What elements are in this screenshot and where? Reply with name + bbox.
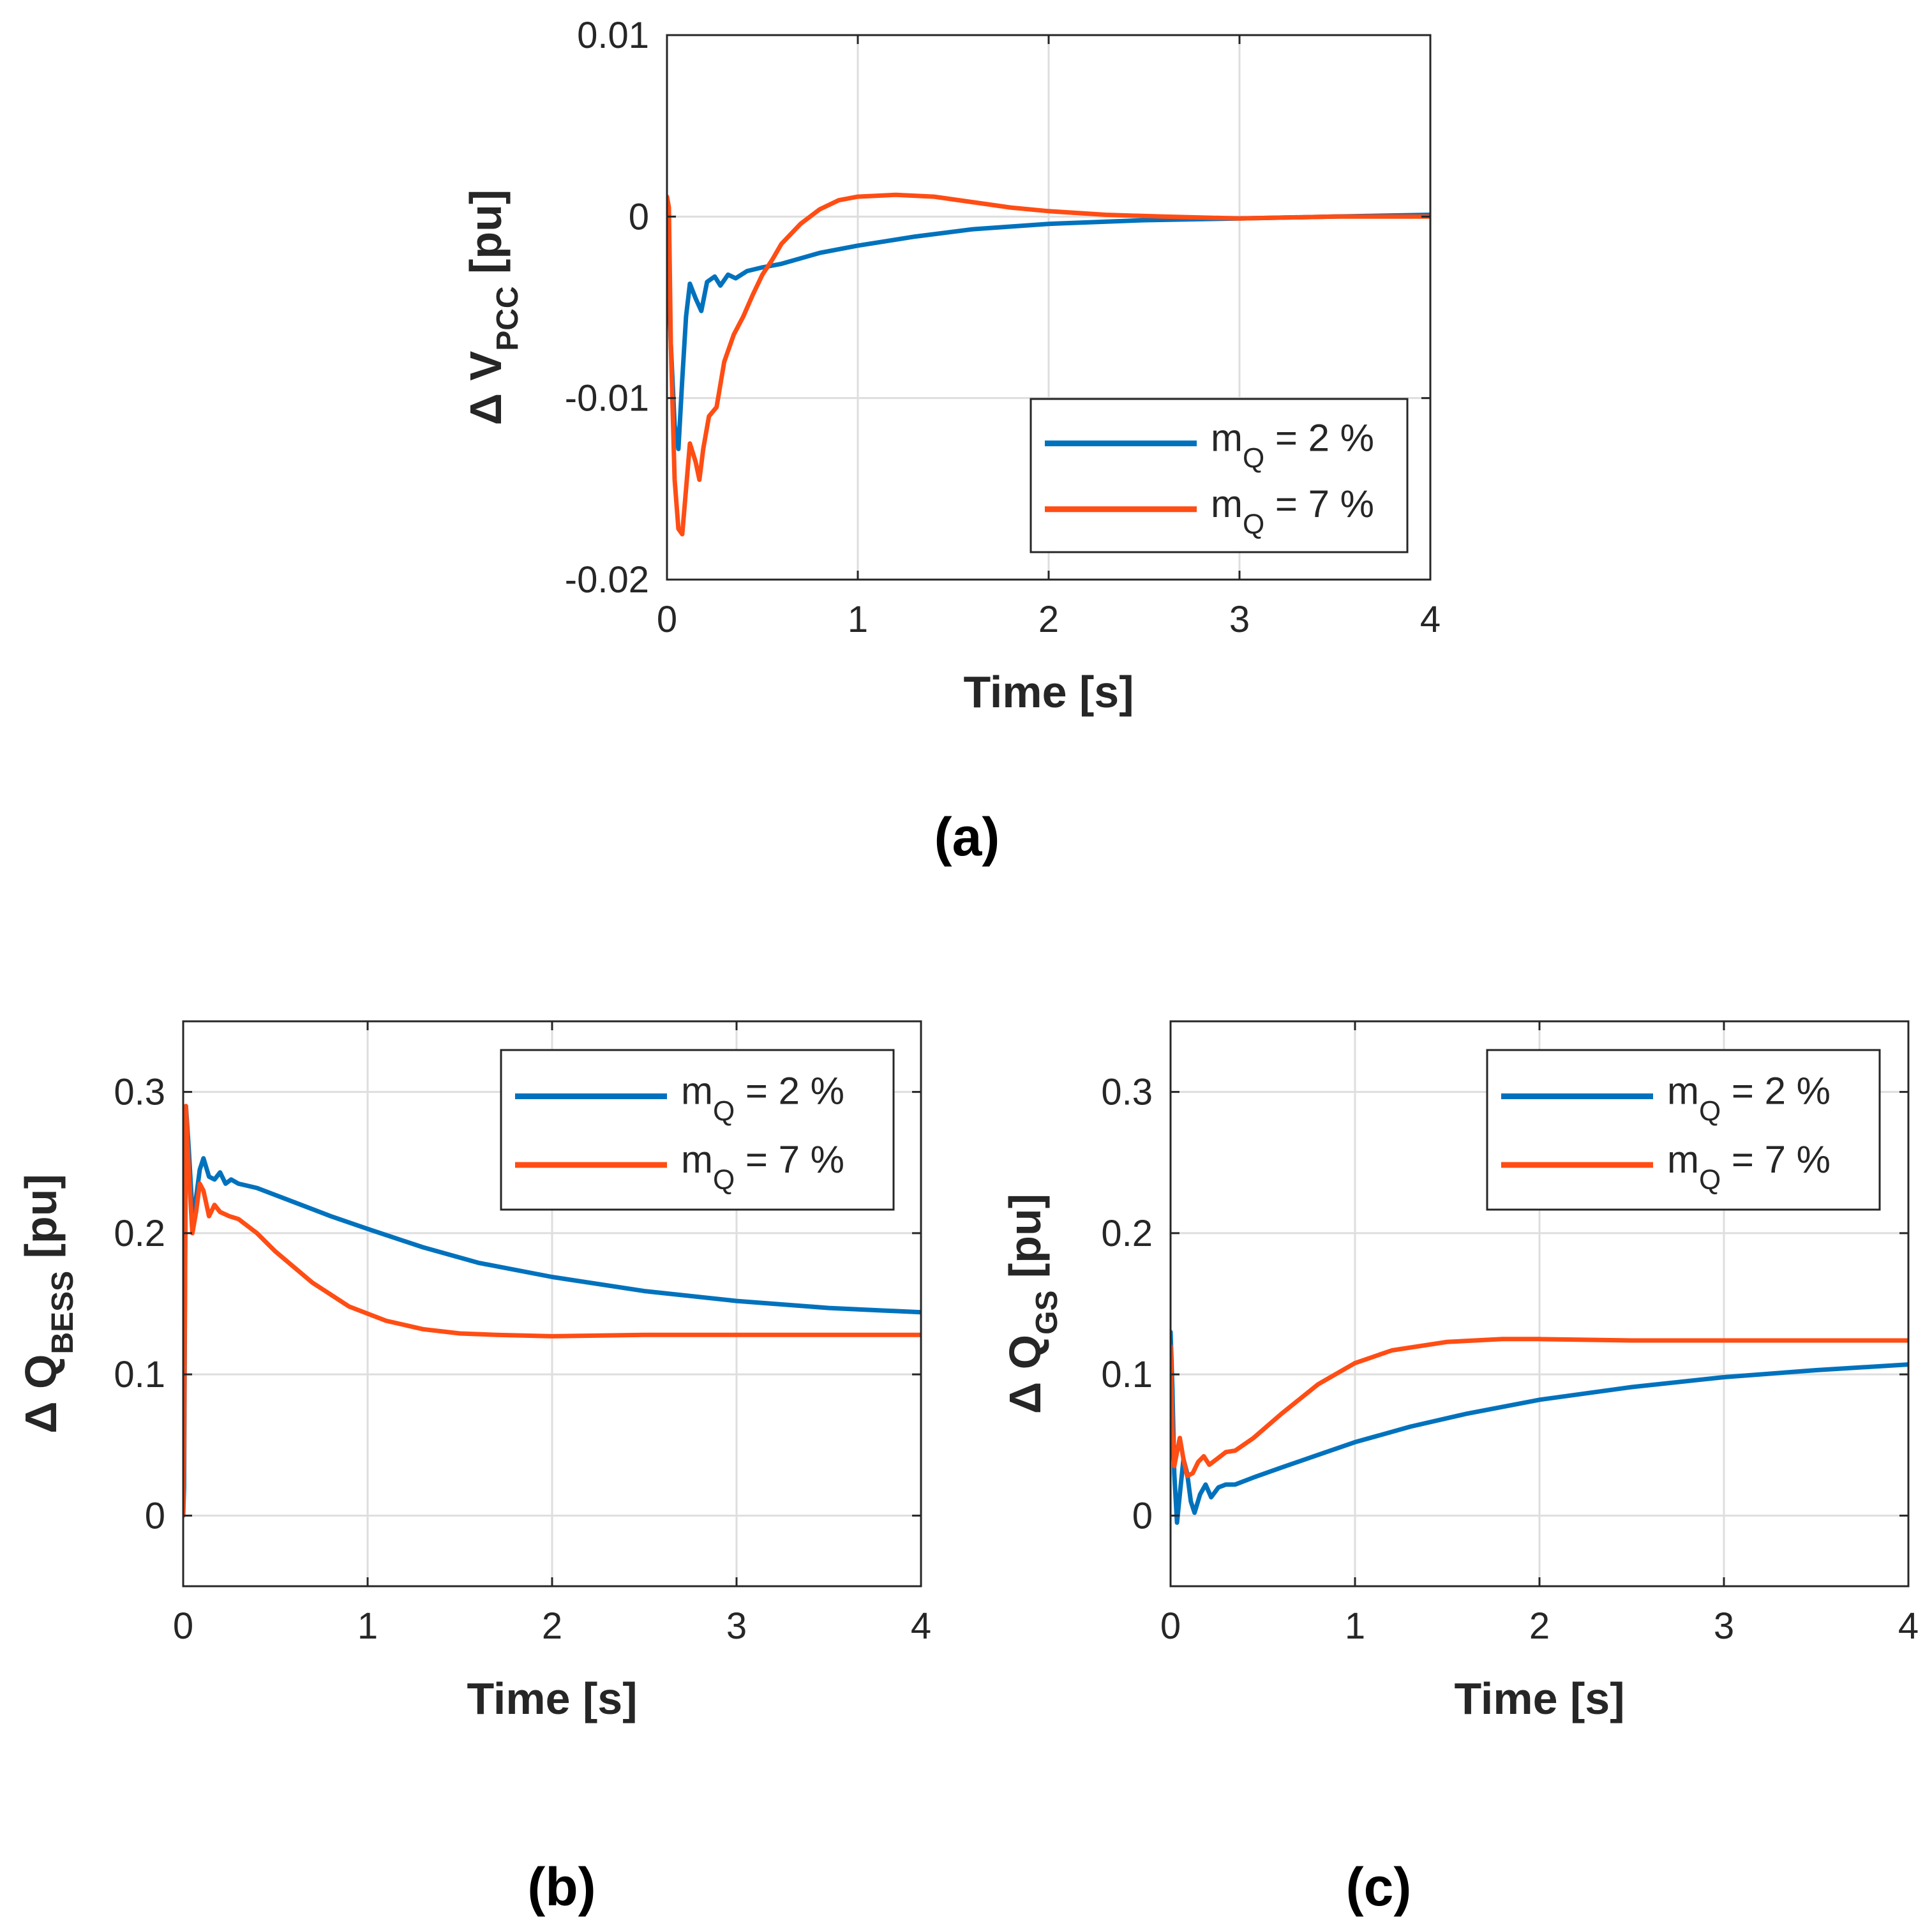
series-line-mq-2: [667, 213, 1430, 451]
x-tick-label: 2: [1529, 1605, 1550, 1647]
series-line-mq-7: [667, 192, 1430, 537]
y-tick-label: 0.2: [114, 1213, 165, 1254]
x-axis-label: Time [s]: [1454, 1674, 1624, 1723]
x-axis-label: Time [s]: [467, 1674, 637, 1723]
y-axis-label: Δ QBESS [pu]: [16, 1174, 80, 1434]
legend: mQ = 2 %mQ = 7 %: [1486, 1049, 1881, 1211]
y-axis-label-suffix: [pu]: [1000, 1194, 1050, 1291]
legend: mQ = 2 %mQ = 7 %: [500, 1049, 895, 1211]
legend-label-base: m: [1211, 483, 1243, 525]
y-tick-label: 0: [629, 196, 649, 237]
x-tick-label: 3: [1229, 599, 1250, 640]
legend-label-sub: Q: [713, 1096, 735, 1127]
y-axis-label-suffix: [pu]: [16, 1174, 66, 1271]
legend-label-sub: Q: [713, 1164, 735, 1196]
y-tick-label: 0.01: [577, 15, 649, 56]
y-axis-label-sub: GS: [1030, 1291, 1064, 1335]
legend-label-base: m: [681, 1138, 713, 1181]
legend-label-sub: Q: [1243, 443, 1264, 474]
x-tick-label: 4: [911, 1605, 931, 1647]
x-tick-label: 0: [1160, 1605, 1181, 1647]
panel-caption: (c): [1346, 1857, 1412, 1917]
y-tick-label: 0.3: [1101, 1072, 1153, 1113]
x-tick-label: 0: [657, 599, 677, 640]
legend-box: [1030, 398, 1409, 553]
y-axis-label: Δ VPCC [pu]: [461, 190, 525, 425]
y-tick-label: 0.2: [1101, 1213, 1153, 1254]
y-axis-label-sub: BESS: [46, 1271, 80, 1355]
legend-label-mq-7: mQ = 7 %: [1211, 483, 1374, 540]
y-axis-label-sub: PCC: [491, 286, 525, 350]
x-tick-label: 1: [357, 1605, 378, 1647]
legend-label-mq-7: mQ = 7 %: [1667, 1138, 1831, 1196]
x-tick-label: 3: [726, 1605, 747, 1647]
legend-label-rest: = 7 %: [735, 1138, 844, 1181]
x-tick-label: 4: [1420, 599, 1441, 640]
legend-label-rest: = 7 %: [1264, 483, 1374, 525]
legend-label-mq-2: mQ = 2 %: [1667, 1070, 1831, 1127]
x-tick-label: 2: [542, 1605, 562, 1647]
legend-label-rest: = 2 %: [735, 1070, 844, 1113]
legend-box: [1486, 1049, 1881, 1211]
x-tick-label: 0: [173, 1605, 193, 1647]
x-tick-label: 2: [1038, 599, 1059, 640]
y-tick-label: 0.3: [114, 1072, 165, 1113]
panel-caption: (b): [527, 1857, 595, 1917]
y-tick-label: 0.1: [1101, 1354, 1153, 1395]
panel-caption: (a): [934, 807, 1000, 867]
legend-label-base: m: [681, 1070, 713, 1113]
y-axis-label-prefix: Δ Q: [1000, 1335, 1050, 1414]
legend: mQ = 2 %mQ = 7 %: [1030, 398, 1409, 553]
y-axis-label-prefix: Δ V: [461, 350, 511, 425]
chart-a: 0 1 2 3 4 -0.02 -0.01 0 0.01 Time [s] Δ VPCC [pu] m…: [461, 15, 1441, 867]
y-tick-label: -0.02: [565, 559, 649, 601]
x-axis-label: Time [s]: [963, 667, 1134, 717]
y-tick-label: 0: [1132, 1495, 1153, 1536]
y-tick-label: 0.1: [114, 1354, 165, 1395]
legend-label-mq-2: mQ = 2 %: [1211, 417, 1374, 474]
legend-label-sub: Q: [1699, 1164, 1721, 1196]
legend-label-mq-2: mQ = 2 %: [681, 1070, 844, 1127]
legend-box: [500, 1049, 895, 1211]
legend-label-rest: = 2 %: [1721, 1070, 1831, 1113]
y-axis-label-suffix: [pu]: [461, 190, 511, 287]
x-tick-label: 1: [1345, 1605, 1365, 1647]
legend-label-rest: = 2 %: [1264, 417, 1374, 460]
series-line-mq-7: [1171, 1337, 1908, 1478]
y-tick-label: 0: [145, 1495, 165, 1536]
legend-label-base: m: [1667, 1070, 1699, 1113]
series-line-mq-7: [183, 1104, 921, 1518]
x-tick-label: 4: [1898, 1605, 1919, 1647]
x-tick-label: 1: [848, 599, 868, 640]
legend-label-sub: Q: [1243, 509, 1264, 540]
y-axis-label-prefix: Δ Q: [16, 1355, 66, 1434]
legend-label-sub: Q: [1699, 1096, 1721, 1127]
x-tick-label: 3: [1714, 1605, 1734, 1647]
y-tick-label: -0.01: [565, 378, 649, 419]
legend-label-base: m: [1211, 417, 1243, 460]
legend-label-mq-7: mQ = 7 %: [681, 1138, 844, 1196]
y-axis-label: Δ QGS [pu]: [1000, 1194, 1064, 1414]
legend-label-base: m: [1667, 1138, 1699, 1181]
legend-label-rest: = 7 %: [1721, 1138, 1831, 1181]
series-line-mq-2: [1171, 1330, 1908, 1525]
